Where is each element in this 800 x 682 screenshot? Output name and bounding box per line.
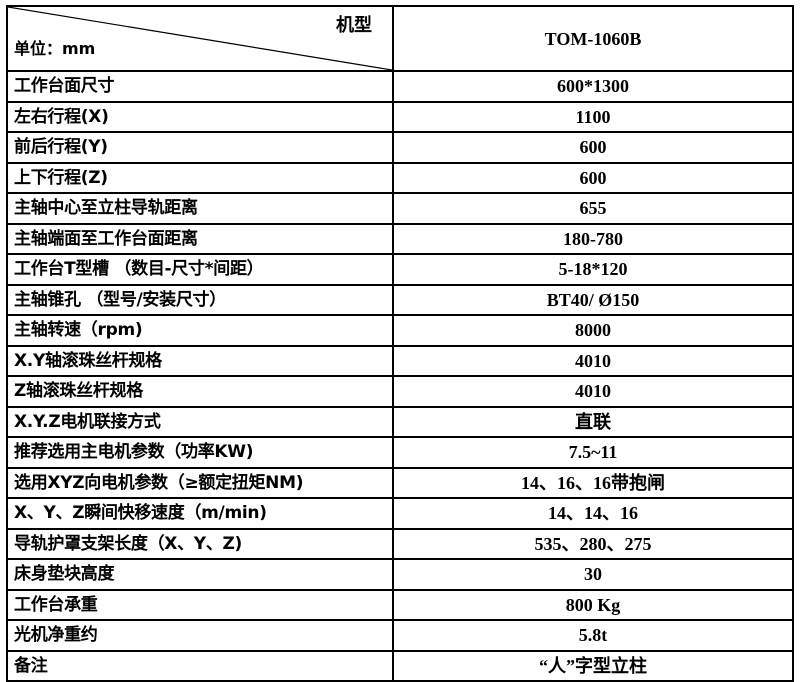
spec-label: 主轴转速（rpm) [6, 314, 394, 347]
spec-label: 备注 [6, 649, 394, 682]
spec-value: 5.8t [392, 619, 794, 652]
spec-label: 工作台面尺寸 [6, 70, 394, 103]
table-row: 床身垫块高度 30 [6, 558, 794, 591]
spec-value: 600 [392, 131, 794, 164]
table-row: X、Y、Z瞬间快移速度（m/min) 14、14、16 [6, 497, 794, 530]
model-header-label: 机型 [336, 15, 372, 36]
table-row: X.Y.Z电机联接方式 直联 [6, 405, 794, 438]
spec-value: 600*1300 [392, 70, 794, 103]
spec-value: 600 [392, 161, 794, 194]
spec-label: 主轴中心至立柱导轨距离 [6, 192, 394, 225]
spec-value: 1100 [392, 100, 794, 133]
table-row: 左右行程(X) 1100 [6, 100, 794, 133]
model-value: TOM-1060B [392, 5, 794, 72]
spec-label: 选用XYZ向电机参数（≥额定扭矩NM) [6, 466, 394, 499]
table-row: 导轨护罩支架长度（X、Y、Z) 535、280、275 [6, 527, 794, 560]
spec-label: 光机净重约 [6, 619, 394, 652]
table-row: 主轴锥孔 （型号/安装尺寸） BT40/ Ø150 [6, 283, 794, 316]
table-row: 上下行程(Z) 600 [6, 161, 794, 194]
spec-value: “人”字型立柱 [392, 649, 794, 682]
spec-value: 直联 [392, 405, 794, 438]
spec-label: X、Y、Z瞬间快移速度（m/min) [6, 497, 394, 530]
table-row: 光机净重约 5.8t [6, 619, 794, 652]
spec-value: 180-780 [392, 222, 794, 255]
table-row: 工作台T型槽 （数目-尺寸*间距） 5-18*120 [6, 253, 794, 286]
spec-label: 前后行程(Y) [6, 131, 394, 164]
unit-label: 单位：mm [14, 39, 96, 58]
spec-value: 5-18*120 [392, 253, 794, 286]
spec-value: 800 Kg [392, 588, 794, 621]
spec-label: 主轴端面至工作台面距离 [6, 222, 394, 255]
spec-label: 上下行程(Z) [6, 161, 394, 194]
spec-value: 4010 [392, 344, 794, 377]
header-row: 机型 单位：mm TOM-1060B [6, 5, 794, 72]
table-row: 主轴中心至立柱导轨距离 655 [6, 192, 794, 225]
table-row: 工作台承重 800 Kg [6, 588, 794, 621]
spec-value: 655 [392, 192, 794, 225]
spec-value: 7.5~11 [392, 436, 794, 469]
spec-label: 左右行程(X) [6, 100, 394, 133]
spec-label: 导轨护罩支架长度（X、Y、Z) [6, 527, 394, 560]
table-row: 前后行程(Y) 600 [6, 131, 794, 164]
spec-label: 工作台T型槽 （数目-尺寸*间距） [6, 253, 394, 286]
table-row: 主轴转速（rpm) 8000 [6, 314, 794, 347]
table-row: 主轴端面至工作台面距离 180-780 [6, 222, 794, 255]
spec-label: Z轴滚珠丝杆规格 [6, 375, 394, 408]
spec-label: 床身垫块高度 [6, 558, 394, 591]
diagonal-divider [8, 7, 392, 70]
spec-value: 14、16、16带抱闸 [392, 466, 794, 499]
table-row: 备注 “人”字型立柱 [6, 649, 794, 682]
spec-label: 推荐选用主电机参数（功率KW) [6, 436, 394, 469]
spec-label: 工作台承重 [6, 588, 394, 621]
spec-label: 主轴锥孔 （型号/安装尺寸） [6, 283, 394, 316]
spec-value: 4010 [392, 375, 794, 408]
table-row: X.Y轴滚珠丝杆规格 4010 [6, 344, 794, 377]
header-diagonal-cell: 机型 单位：mm [6, 5, 394, 72]
spec-value: BT40/ Ø150 [392, 283, 794, 316]
spec-value: 8000 [392, 314, 794, 347]
spec-label: X.Y轴滚珠丝杆规格 [6, 344, 394, 377]
spec-label: X.Y.Z电机联接方式 [6, 405, 394, 438]
spec-value: 14、14、16 [392, 497, 794, 530]
spec-value: 30 [392, 558, 794, 591]
table-row: Z轴滚珠丝杆规格 4010 [6, 375, 794, 408]
spec-table: 机型 单位：mm TOM-1060B 工作台面尺寸 600*1300 左右行程(X)… [6, 5, 794, 682]
table-row: 选用XYZ向电机参数（≥额定扭矩NM) 14、16、16带抱闸 [6, 466, 794, 499]
table-row: 工作台面尺寸 600*1300 [6, 70, 794, 103]
table-row: 推荐选用主电机参数（功率KW) 7.5~11 [6, 436, 794, 469]
spec-value: 535、280、275 [392, 527, 794, 560]
